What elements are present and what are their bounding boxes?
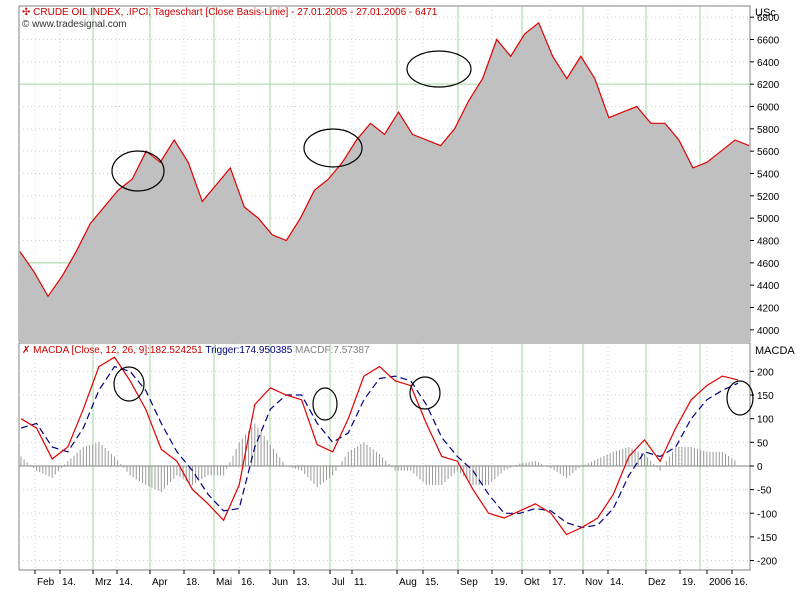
macd-tick-label: 200 [757,367,774,378]
price-axis: 4000 4200 4400 4600 4800 5000 5200 5400 5600 5800… [750,13,780,337]
price-title: ✣ CRUDE OIL INDEX, .IPCI, Tageschart [Cl… [22,7,437,18]
x-tick-label: 2006 [709,577,732,588]
peak-circle-aug [406,50,472,88]
peak-circle-jul [303,128,363,168]
price-tick-label: 4800 [757,237,780,248]
macd-unit: MACDA [755,345,795,357]
macd-tick-label: 50 [757,438,769,449]
macd-tick-label: 150 [757,391,774,402]
x-tick-label: Apr [152,577,168,588]
macda-line [20,356,739,536]
x-axis: Feb 14. Mrz 14. Apr 18. Mai 16. Jun 13. Jul 11. Aug 1… [34,570,748,588]
macd-circle-jul [312,387,338,421]
macd-tick-label: -150 [757,533,777,544]
price-tick-label: 6200 [757,80,780,91]
price-tick-label: 6800 [757,13,780,24]
macd-panel [18,342,751,571]
x-tick-label: Feb [37,577,55,588]
price-tick-label: 6600 [757,36,780,47]
x-tick-label: 16. [241,577,255,588]
macd-tick-label: -50 [757,486,772,497]
macd-tick-label: -100 [757,509,777,520]
x-tick-label: Jun [272,577,288,588]
price-area [20,22,749,342]
price-tick-label: 4600 [757,259,780,270]
x-tick-label: 18. [186,577,200,588]
price-tick-label: 5600 [757,147,780,158]
price-title-text: CRUDE OIL INDEX, .IPCI, Tageschart [Clos… [33,7,438,18]
x-tick-label: 14. [62,577,76,588]
x-tick-label: Nov [585,577,603,588]
price-tick-label: 4000 [757,326,780,337]
x-tick-label: Jul [332,577,345,588]
x-tick-label: Mai [216,577,232,588]
macd-grid [19,343,750,570]
price-tick-label: 6000 [757,103,780,114]
price-tick-label: 5000 [757,214,780,225]
trigger-line [20,365,739,529]
price-unit: USc [755,7,776,19]
price-line [19,21,750,298]
x-tick-label: 19. [682,577,696,588]
x-tick-label: 13. [296,577,310,588]
macd-title-icon: ✗ [22,345,31,356]
macd-tick-label: -200 [757,557,777,568]
x-tick-label: 14. [119,577,133,588]
x-tick-label: 11. [354,577,367,588]
macd-tick-label: 100 [757,415,774,426]
x-tick-label: 14. [610,577,624,588]
price-title-icon: ✣ [22,7,31,18]
x-tick-label: Aug [399,577,417,588]
macd-title-text: MACDA [Close, 12, 26, 9]:182.524251 [33,345,203,356]
macd-macdf-text: MACDF:7.57387 [295,345,370,356]
x-tick-label: 16. [734,577,748,588]
price-tick-label: 4200 [757,304,780,315]
price-tick-label: 6400 [757,58,780,69]
x-tick-label: Dez [648,577,666,588]
price-tick-label: 5400 [757,170,780,181]
macd-trigger-text: Trigger:174.950385 [205,345,293,356]
macd-circle-jan [726,380,754,416]
macd-axis: -200 -150 -100 -50 0 50 100 150 200 [750,367,777,568]
x-tick-label: 15. [425,577,439,588]
macd-tick-label: 0 [757,462,763,473]
x-tick-label: Sep [460,577,478,588]
x-tick-label: Mrz [95,577,112,588]
copyright: © www.tradesignal.com [22,19,127,30]
macd-title: ✗ MACDA [Close, 12, 26, 9]:182.524251 Tr… [22,345,370,356]
x-tick-label: 17. [552,577,566,588]
peak-circle-apr [111,150,165,192]
x-tick-label: 19. [494,577,508,588]
macd-circle-apr [113,366,145,402]
x-tick-label: Okt [524,577,540,588]
price-tick-label: 4400 [757,281,780,292]
price-tick-label: 5800 [757,125,780,136]
macd-circle-aug [409,376,441,410]
price-tick-label: 5200 [757,192,780,203]
